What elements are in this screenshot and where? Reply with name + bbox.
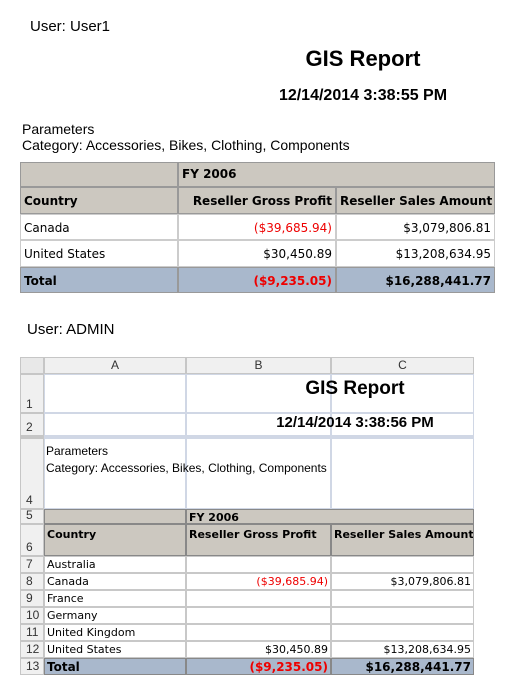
table-cell: Germany [44,607,186,624]
total-cell: $16,288,441.77 [331,658,474,675]
total-cell: ($9,235.05) [178,267,336,293]
sheet-cell [331,374,474,413]
total-cell: ($9,235.05) [186,658,331,675]
table-cell: $13,208,634.95 [336,240,495,267]
table-cell: $3,079,806.81 [331,573,474,590]
table-cell: $13,208,634.95 [331,641,474,658]
table-cell: United States [44,641,186,658]
row-number: 8 [20,573,44,590]
table-cell [186,556,331,573]
row-number: 6 [20,524,44,556]
group-header: FY 2006 [186,509,474,524]
table-cell: United Kingdom [44,624,186,641]
column-header: Reseller Sales Amount [336,187,495,214]
column-letter: B [186,357,331,374]
table-cell [331,556,474,573]
total-cell: $16,288,441.77 [336,267,495,293]
column-header: Reseller Gross Profit [186,524,331,556]
sheet-cell [186,374,331,413]
column-header: Country [44,524,186,556]
report-timestamp: 12/14/2014 3:38:56 PM [276,414,434,431]
report-title: GIS Report [305,46,421,71]
user-label: User: ADMIN [27,321,115,338]
column-header: Reseller Gross Profit [178,187,336,214]
table-cell: Canada [20,214,178,240]
table-cell: $3,079,806.81 [336,214,495,240]
row-number: 11 [20,624,44,641]
header-cell [44,509,186,524]
table-cell [331,590,474,607]
column-header: Country [20,187,178,214]
row-number: 12 [20,641,44,658]
table-cell: Canada [44,573,186,590]
sheet-cell [186,436,331,438]
column-letter: C [331,357,474,374]
report-title: GIS Report [305,378,405,399]
table-cell [186,607,331,624]
row-number: 9 [20,590,44,607]
table-cell [331,624,474,641]
row-number: 5 [20,509,44,524]
sheet-cell [331,438,474,509]
table-cell [331,607,474,624]
table-cell: United States [20,240,178,267]
total-cell: Total [44,658,186,675]
table-cell: ($39,685.94) [186,573,331,590]
row-number: 7 [20,556,44,573]
sheet-cell [44,413,186,436]
parameters-category: Category: Accessories, Bikes, Clothing, … [46,461,327,475]
table-cell: $30,450.89 [178,240,336,267]
row-number: 2 [20,413,44,436]
total-cell: Total [20,267,178,293]
sheet-cell [186,413,331,436]
row-number: 10 [20,607,44,624]
table-cell [186,624,331,641]
row-number: 4 [20,438,44,509]
parameters-label: Parameters [46,444,109,458]
sheet-cell [331,413,474,436]
table-cell: Australia [44,556,186,573]
column-letter: A [44,357,186,374]
header-cell [20,162,178,187]
sheet-cell [44,438,186,509]
sheet-cell [331,436,474,438]
table-cell: France [44,590,186,607]
row-number: 13 [20,658,44,675]
row-number: 3 [20,436,44,438]
corner-cell [20,357,44,374]
parameters-category: Category: Accessories, Bikes, Clothing, … [22,137,350,153]
sheet-cell [44,374,186,413]
sheet-cell [44,436,186,438]
row-number: 1 [20,374,44,413]
group-header: FY 2006 [178,162,495,187]
table-cell: ($39,685.94) [178,214,336,240]
report-timestamp: 12/14/2014 3:38:55 PM [278,87,448,104]
parameters-label: Parameters [22,121,95,137]
user-label: User: User1 [30,18,111,35]
sheet-cell [186,438,331,509]
table-cell [186,590,331,607]
column-header: Reseller Sales Amount [331,524,474,556]
table-cell: $30,450.89 [186,641,331,658]
